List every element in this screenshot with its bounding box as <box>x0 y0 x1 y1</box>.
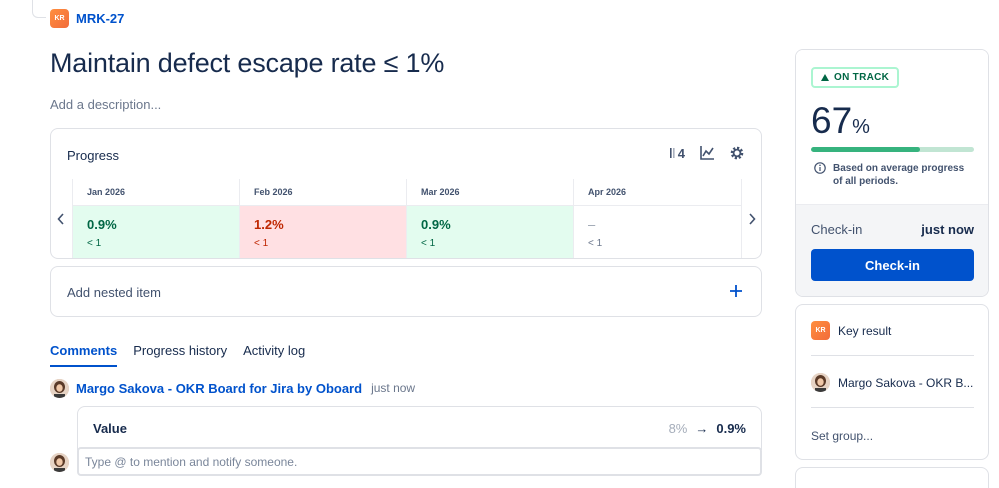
period-value: – <box>588 217 596 232</box>
comment-header: Margo Sakova - OKR Board for Jira by Obo… <box>50 378 415 398</box>
value-change-card: Value 8% → 0.9% <box>77 406 762 450</box>
progress-heading: Progress <box>67 148 120 163</box>
status-label: ON TRACK <box>834 72 890 83</box>
period-cell[interactable]: 0.9% < 1 <box>73 206 240 258</box>
info-icon <box>814 162 826 174</box>
triangle-up-icon <box>821 74 829 81</box>
chart-icon[interactable] <box>699 145 715 161</box>
new-value: 0.9% <box>716 421 746 436</box>
add-nested-item-label: Add nested item <box>67 285 161 300</box>
period-column: Apr 2026 – < 1 <box>573 179 742 258</box>
checkin-time: just now <box>921 222 974 237</box>
issue-key-link[interactable]: MRK-27 <box>76 10 125 26</box>
period-target: < 1 <box>254 238 269 249</box>
value-label: Value <box>93 421 127 436</box>
progress-info: Based on average progress of all periods… <box>814 162 968 188</box>
add-nested-item-card[interactable]: Add nested item <box>50 266 762 317</box>
periods-icon <box>669 148 675 158</box>
type-label: Key result <box>838 323 892 338</box>
period-month: Feb 2026 <box>254 187 293 197</box>
periods-grid: Jan 2026 0.9% < 1 Feb 2026 1.2% < 1 Mar … <box>72 179 742 258</box>
period-column: Feb 2026 1.2% < 1 <box>239 179 407 258</box>
description-placeholder[interactable]: Add a description... <box>50 97 162 112</box>
progress-card: Progress 4 Jan 2026 0.9% < 1 Feb 2026 <box>50 128 762 259</box>
period-month: Mar 2026 <box>421 187 460 197</box>
period-target: < 1 <box>421 238 436 249</box>
gear-icon[interactable] <box>729 145 745 161</box>
key-result-type-icon: KR <box>50 8 69 28</box>
avatar <box>50 453 69 472</box>
progress-info-text: Based on average progress of all periods… <box>833 163 965 187</box>
progress-bar-fill <box>811 147 921 152</box>
page-title[interactable]: Maintain defect escape rate ≤ 1% <box>50 48 445 78</box>
chevron-left-icon[interactable] <box>54 211 68 227</box>
activity-tabs: Comments Progress history Activity log <box>50 343 305 367</box>
set-group-placeholder: Set group... <box>811 429 874 443</box>
checkin-label: Check-in <box>811 222 863 237</box>
period-value: 0.9% <box>87 217 117 232</box>
period-count: 4 <box>677 145 685 161</box>
breadcrumb: KR MRK-27 <box>50 8 124 28</box>
hierarchy-connector <box>32 0 46 18</box>
chevron-right-icon[interactable] <box>745 211 759 227</box>
status-card: ON TRACK 67% Based on average progress o… <box>795 49 989 297</box>
period-column: Jan 2026 0.9% < 1 <box>72 179 240 258</box>
period-count-button[interactable]: 4 <box>669 145 685 161</box>
type-row[interactable]: KR Key result <box>811 321 974 340</box>
period-value: 1.2% <box>254 217 284 232</box>
progress-bar <box>811 147 974 152</box>
progress-percent: 67% <box>811 100 870 141</box>
details-card: KR Key result Margo Sakova - OKR B... Se… <box>795 304 989 460</box>
period-cell[interactable]: 0.9% < 1 <box>407 206 574 258</box>
avatar[interactable] <box>50 378 69 398</box>
key-result-type-icon: KR <box>811 321 830 340</box>
check-in-button[interactable]: Check-in <box>811 249 974 281</box>
period-target: < 1 <box>87 238 102 249</box>
owner-row[interactable]: Margo Sakova - OKR B... <box>811 373 974 392</box>
comment-input[interactable] <box>77 447 762 476</box>
period-column: Mar 2026 0.9% < 1 <box>406 179 574 258</box>
period-cell[interactable]: – < 1 <box>574 206 741 258</box>
avatar <box>811 373 830 392</box>
comment-author[interactable]: Margo Sakova - OKR Board for Jira by Obo… <box>76 380 363 396</box>
arrow-right-icon: → <box>695 421 709 436</box>
period-cell[interactable]: 1.2% < 1 <box>240 206 407 258</box>
progress-toolbar: 4 <box>669 145 745 161</box>
period-target: < 1 <box>588 238 603 249</box>
period-month: Jan 2026 <box>87 187 126 197</box>
set-group-field[interactable]: Set group... <box>811 429 974 443</box>
status-badge[interactable]: ON TRACK <box>811 67 900 88</box>
owner-name: Margo Sakova - OKR B... <box>838 375 974 390</box>
tab-comments[interactable]: Comments <box>50 343 118 367</box>
checkin-row: Check-in just now <box>811 222 974 237</box>
extra-card <box>795 467 989 488</box>
value-change: 8% → 0.9% <box>669 421 746 436</box>
old-value: 8% <box>668 421 688 436</box>
period-value: 0.9% <box>421 217 451 232</box>
tab-progress-history[interactable]: Progress history <box>133 343 228 358</box>
plus-icon[interactable] <box>727 282 745 300</box>
tab-activity-log[interactable]: Activity log <box>243 343 306 358</box>
period-month: Apr 2026 <box>588 187 627 197</box>
comment-time: just now <box>371 381 416 395</box>
